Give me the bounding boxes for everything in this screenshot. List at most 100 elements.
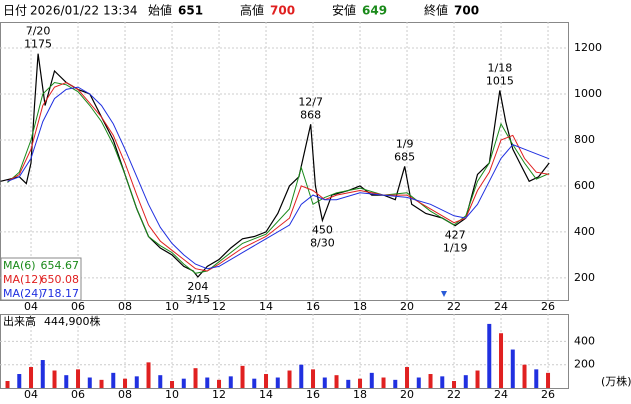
- price-line: [7, 81, 550, 272]
- volume-bar: [52, 370, 57, 388]
- low-value: 649: [362, 4, 387, 18]
- volume-bar: [440, 376, 445, 388]
- annotation-date: 7/20: [26, 25, 51, 38]
- volume-bar: [534, 369, 539, 388]
- annotation-date: 1/19: [443, 242, 468, 255]
- legend-value: 718.17: [41, 287, 80, 300]
- volume-bar: [17, 374, 22, 388]
- x-tick-label: 04: [24, 388, 38, 400]
- price-line: [7, 81, 550, 274]
- close-value: 700: [454, 4, 479, 18]
- volume-bar: [134, 376, 139, 388]
- x-tick-label: 24: [494, 388, 508, 400]
- x-tick-label: 08: [118, 300, 132, 313]
- header-bar: [0, 0, 631, 20]
- volume-bar: [193, 368, 198, 388]
- volume-bar: [29, 367, 34, 388]
- volume-bar: [358, 378, 363, 388]
- volume-bar: [393, 379, 398, 388]
- legend-box: [0, 257, 82, 301]
- price-frame: [0, 22, 569, 301]
- y-tick-label: 200: [574, 271, 595, 284]
- annotation-value: 204: [187, 280, 208, 293]
- volume-bar: [99, 379, 104, 388]
- volume-bar: [146, 362, 151, 388]
- x-tick-label: 10: [165, 388, 179, 400]
- legend-name: MA(6): [3, 259, 36, 272]
- volume-bar: [475, 370, 480, 388]
- x-tick-label: 24: [494, 300, 508, 313]
- volume-bar: [452, 381, 457, 388]
- volume-bar: [405, 367, 410, 388]
- x-tick-label: 08: [118, 388, 132, 400]
- volume-bar: [487, 323, 492, 388]
- volume-bar: [87, 377, 92, 388]
- annotation-date: 1/18: [487, 62, 512, 75]
- volume-bar: [217, 379, 222, 388]
- volume-bar: [240, 365, 245, 388]
- volume-bar: [311, 369, 316, 388]
- x-tick-label: 18: [353, 388, 367, 400]
- x-tick-label: 14: [259, 300, 273, 313]
- y-tick-label: 400: [574, 334, 595, 347]
- volume-bar: [181, 378, 186, 388]
- volume-bar: [546, 372, 551, 388]
- high-value: 700: [270, 4, 295, 18]
- x-tick-label: 06: [71, 388, 85, 400]
- x-tick-label: 12: [212, 300, 226, 313]
- annotation-value: 450: [312, 223, 333, 236]
- volume-bar: [123, 378, 128, 388]
- volume-bar: [275, 377, 280, 388]
- volume-title: 出来高: [3, 314, 36, 328]
- y-tick-label: 1200: [574, 41, 602, 54]
- volume-bar: [287, 370, 292, 388]
- y-tick-label: 200: [574, 358, 595, 371]
- x-tick-label: 18: [353, 300, 367, 313]
- x-tick-label: 14: [259, 388, 273, 400]
- volume-bar: [170, 381, 175, 388]
- annotation-date: 3/15: [186, 293, 211, 306]
- high-label: 高値: [240, 3, 264, 18]
- x-tick-label: 26: [541, 300, 555, 313]
- legend-value: 654.67: [41, 259, 80, 272]
- annotation-date: 12/7: [298, 95, 323, 108]
- date-label: 日付: [3, 4, 27, 18]
- volume-bar: [252, 378, 257, 388]
- volume-frame: [0, 314, 569, 389]
- volume-bar: [499, 333, 504, 388]
- y-tick-label: 800: [574, 133, 595, 146]
- legend-name: MA(24): [3, 287, 43, 300]
- volume-bar: [463, 375, 468, 388]
- volume-bar: [522, 364, 527, 388]
- y-tick-label: 400: [574, 225, 595, 238]
- volume-bar: [322, 377, 327, 388]
- x-tick-label: 04: [24, 300, 38, 313]
- volume-bar: [205, 377, 210, 388]
- legend-name: MA(12): [3, 273, 43, 286]
- annotation-value: 685: [394, 150, 415, 163]
- open-value: 651: [178, 4, 203, 18]
- volume-bar: [428, 374, 433, 388]
- x-tick-label: 26: [541, 388, 555, 400]
- volume-bar: [510, 349, 515, 388]
- volume-bar: [40, 360, 45, 388]
- annotation-value: 1175: [24, 38, 52, 51]
- volume-bar: [158, 375, 163, 388]
- volume-bar: [416, 377, 421, 388]
- legend-value: 650.08: [41, 273, 80, 286]
- volume-bar: [228, 376, 233, 388]
- y-tick-label: 1000: [574, 87, 602, 100]
- marker: [441, 291, 447, 297]
- annotation-value: 868: [300, 108, 321, 121]
- annotation-value: 1015: [486, 75, 514, 88]
- volume-bar: [369, 372, 374, 388]
- low-label: 安値: [332, 3, 356, 18]
- x-tick-label: 22: [447, 300, 461, 313]
- x-tick-label: 16: [306, 300, 320, 313]
- volume-bar: [64, 375, 69, 388]
- close-label: 終値: [424, 3, 448, 18]
- volume-bar: [334, 375, 339, 388]
- volume-value: 444,900株: [44, 314, 101, 328]
- x-tick-label: 16: [306, 388, 320, 400]
